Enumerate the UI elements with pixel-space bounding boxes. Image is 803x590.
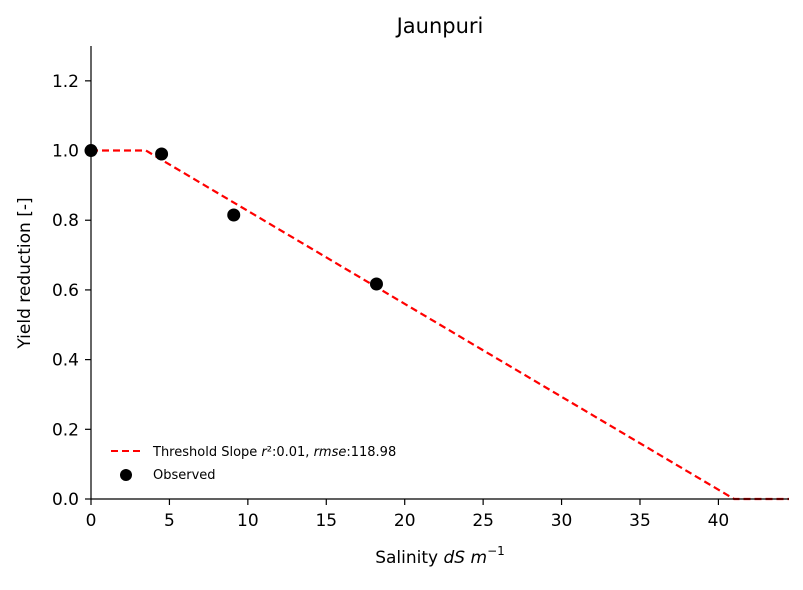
y-tick-label: 0.0 (52, 490, 79, 510)
legend-marker-swatch (120, 469, 132, 481)
legend-label-part: Threshold Slope (152, 445, 261, 460)
legend-label-rmse-value: :118.98 (346, 445, 396, 460)
plot-area (84, 144, 789, 501)
x-tick-label: 25 (472, 511, 494, 531)
x-tick-label: 30 (551, 511, 573, 531)
chart-title: Jaunpuri (395, 14, 484, 38)
y-tick-label: 0.4 (52, 351, 79, 371)
y-axis-label: Yield reduction [-] (15, 197, 35, 349)
x-axis-label-prefix: Salinity (375, 548, 443, 568)
x-axis-label-unit: dS m (444, 548, 488, 568)
y-tick-label: 1.0 (52, 142, 79, 162)
x-tick-label: 0 (86, 511, 97, 531)
y-tick-label: 0.6 (52, 281, 79, 301)
legend-label-r: r (261, 445, 268, 460)
x-tick-label: 15 (315, 511, 337, 531)
x-tick-label: 40 (708, 511, 730, 531)
legend: Threshold Slope r²:0.01, rmse:118.98 Obs… (111, 445, 396, 483)
y-tick-label: 1.2 (52, 72, 79, 92)
x-axis-ticks: 0 5 10 15 20 25 30 35 40 (86, 499, 730, 531)
observed-point (227, 208, 241, 222)
x-tick-label: 20 (394, 511, 416, 531)
y-tick-label: 0.8 (52, 211, 79, 231)
legend-label-observed: Observed (153, 468, 216, 483)
series-line-threshold-slope (91, 149, 789, 501)
x-axis-label-exponent: −1 (487, 544, 505, 558)
x-tick-label: 10 (237, 511, 259, 531)
legend-label-threshold-slope: Threshold Slope r²:0.01, rmse:118.98 (152, 445, 396, 460)
y-tick-label: 0.2 (52, 420, 79, 440)
observed-point (155, 147, 169, 161)
observed-point (369, 277, 383, 291)
x-tick-label: 5 (164, 511, 175, 531)
legend-label-rmse: rmse (314, 445, 347, 460)
legend-label-r2-value: ²:0.01, (267, 445, 314, 460)
y-axis-ticks: 0.0 0.2 0.4 0.6 0.8 1.0 1.2 (52, 72, 91, 510)
x-tick-label: 35 (629, 511, 651, 531)
x-axis-label: Salinity dS m−1 (375, 544, 505, 568)
